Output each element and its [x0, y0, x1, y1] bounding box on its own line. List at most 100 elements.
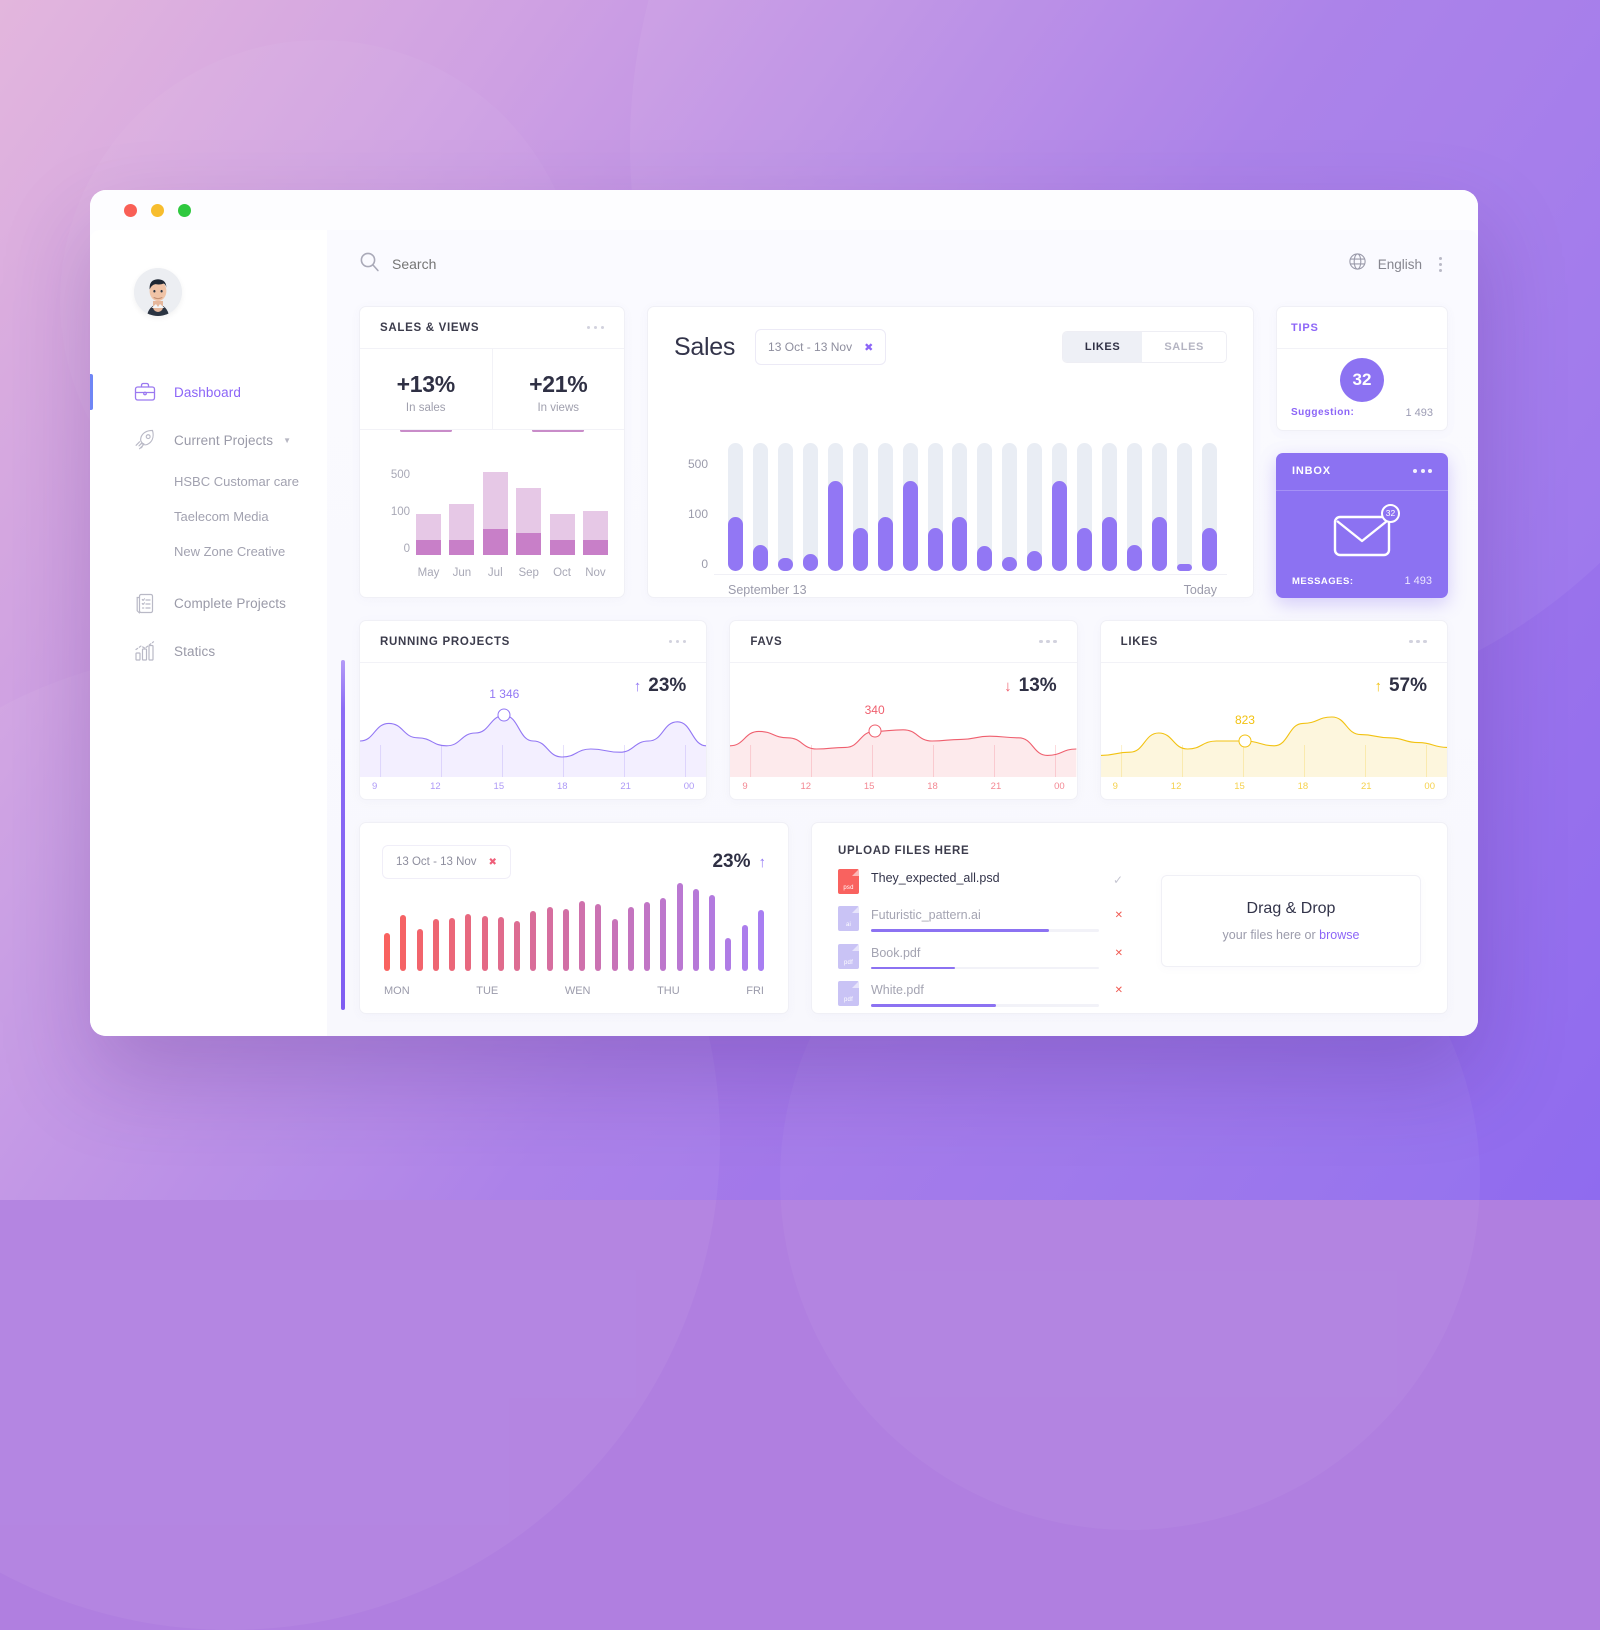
sales-date-range-select[interactable]: 13 Oct - 13 Nov ✖ — [755, 329, 887, 365]
file-name: They_expected_all.psd — [871, 871, 1000, 885]
chevron-down-icon[interactable]: ▼ — [283, 435, 292, 445]
window-controls — [124, 204, 191, 217]
search-icon[interactable] — [359, 251, 380, 277]
sidebar-subitem-hsbc[interactable]: HSBC Customar care — [174, 474, 299, 489]
close-button[interactable] — [124, 204, 137, 217]
peak-value-label: 1 346 — [489, 687, 520, 702]
vertical-dots-icon[interactable] — [1433, 253, 1448, 276]
area-chart — [730, 685, 1077, 777]
chart-bar — [530, 911, 537, 971]
maximize-button[interactable] — [178, 204, 191, 217]
file-name: Book.pdf — [871, 945, 921, 960]
sales-tabs: LIKES SALES — [1061, 331, 1227, 363]
y-tick: 0 — [403, 543, 410, 555]
dropzone[interactable]: Drag & Drop your files here or browse — [1161, 875, 1421, 967]
x-tick: FRI — [746, 985, 764, 997]
y-tick: 100 — [687, 507, 708, 521]
axis-start-label: September 13 — [728, 583, 807, 597]
chart-bars — [384, 871, 764, 971]
sales-chart: 500 100 0 September 13 Today — [674, 383, 1227, 597]
tab-sales[interactable]: SALES — [1164, 341, 1204, 353]
y-axis-labels: 500 100 0 — [376, 469, 410, 555]
sidebar: Dashboard Current Projects ▼ HSBC C — [90, 230, 327, 1036]
check-icon: ✓ — [1112, 873, 1123, 887]
metric-body: ↓ 13% 340 9 12 15 18 21 00 — [730, 663, 1077, 799]
bar-fill — [802, 553, 818, 571]
sales-card: Sales 13 Oct - 13 Nov ✖ LIKES SALES 500 — [647, 306, 1254, 598]
chart-bar — [1201, 443, 1217, 571]
chart-bar — [1077, 443, 1093, 571]
tab-likes[interactable]: LIKES — [1062, 332, 1143, 362]
globe-icon[interactable] — [1348, 252, 1367, 276]
week-date-range-select[interactable]: 13 Oct - 13 Nov ✖ — [382, 845, 511, 879]
metric-percent: ↑ 57% — [1374, 675, 1427, 697]
bar-fill — [777, 558, 793, 571]
card-menu-icon[interactable] — [1413, 469, 1432, 474]
chart-bar — [852, 443, 868, 571]
remove-file-icon[interactable]: ✕ — [1114, 910, 1123, 921]
card-menu-icon[interactable] — [668, 639, 687, 644]
chart-bar — [827, 443, 843, 571]
sidebar-item-dashboard[interactable]: Dashboard — [90, 368, 327, 416]
area-chart — [1100, 685, 1447, 777]
file-row: pdf White.pdf ✕ — [838, 981, 1123, 1007]
bar-chart-icon — [132, 638, 158, 664]
minimize-button[interactable] — [151, 204, 164, 217]
tips-footer-key: Suggestion: — [1291, 407, 1355, 419]
content-scrollbar[interactable] — [341, 660, 345, 1010]
arrow-up-icon: ↑ — [758, 853, 767, 871]
tips-body: 32 Suggestion: 1 493 — [1277, 349, 1447, 430]
file-progress-fill — [871, 1004, 997, 1007]
stat-underline — [399, 428, 452, 432]
x-tick: MON — [384, 985, 410, 997]
sidebar-subitem-taelecom[interactable]: Taelecom Media — [174, 509, 269, 524]
file-type-icon: psd — [838, 869, 859, 894]
axis-ticks — [1101, 685, 1447, 777]
metric-percent-value: 13% — [1018, 675, 1057, 696]
browse-link[interactable]: browse — [1319, 928, 1360, 942]
card-menu-icon[interactable] — [1409, 639, 1427, 644]
sidebar-subitem-newzone[interactable]: New Zone Creative — [174, 544, 286, 559]
envelope-icon[interactable]: 32 — [1333, 503, 1400, 562]
metric-percent: ↓ 13% — [1004, 675, 1057, 697]
x-tick: TUE — [476, 985, 499, 997]
bar-fill — [852, 528, 868, 571]
metric-percent: ↑ 23% — [634, 675, 687, 697]
x-tick: 12 — [1170, 781, 1182, 792]
inbox-footer: MESSAGES: 1 493 — [1292, 575, 1432, 587]
remove-file-icon[interactable]: ✕ — [1114, 947, 1123, 959]
bar-track — [1176, 443, 1192, 571]
chart-bar — [595, 904, 602, 971]
chart-bar — [416, 513, 441, 555]
file-name: White.pdf — [871, 983, 924, 997]
card-menu-icon[interactable] — [586, 325, 604, 330]
chart-bar — [725, 938, 732, 971]
card-header: LIKES — [1100, 621, 1447, 663]
chart-bar — [977, 443, 993, 571]
peak-marker — [1238, 734, 1252, 748]
x-tick: 18 — [1297, 781, 1309, 792]
file-row: psd They_expected_all.psd ✓ — [838, 869, 1123, 894]
sidebar-item-complete-projects[interactable]: Complete Projects — [90, 579, 327, 627]
search-bar[interactable] — [359, 251, 1348, 277]
x-tick: 15 — [493, 781, 505, 792]
card-header: SALES & VIEWS — [360, 307, 624, 349]
chart-bar — [562, 909, 569, 971]
sidebar-item-current-projects[interactable]: Current Projects ▼ — [90, 416, 327, 464]
chart-bar — [582, 511, 608, 555]
y-tick: 100 — [390, 506, 410, 518]
remove-file-icon[interactable]: ✕ — [1114, 985, 1123, 996]
chart-bar — [400, 915, 407, 971]
x-axis-labels: MON TUE WEN THU FRI — [384, 985, 764, 997]
search-input[interactable] — [392, 256, 692, 272]
axis-ticks — [360, 685, 706, 777]
metric-card-likes: LIKES ↑ 57% 823 9 12 15 18 21 00 — [1099, 620, 1448, 800]
card-menu-icon[interactable] — [1039, 639, 1057, 644]
language-label[interactable]: English — [1377, 256, 1422, 272]
chart-bar — [1176, 443, 1192, 571]
topbar: English — [359, 230, 1448, 298]
weekly-activity-card: 13 Oct - 13 Nov ✖ 23% ↑ MON TUE WEN THU FRI — [359, 822, 789, 1014]
avatar[interactable] — [134, 268, 182, 316]
sidebar-item-statics[interactable]: Statics — [90, 627, 327, 675]
chart-bar — [449, 504, 475, 555]
